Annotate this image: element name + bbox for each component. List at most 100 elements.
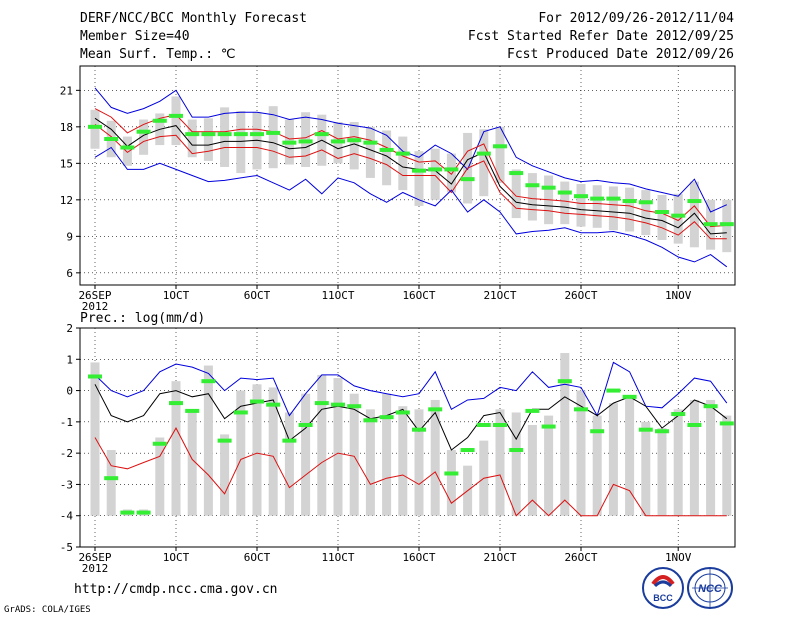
prec-median-39 (719, 421, 734, 426)
prec-box-18 (382, 393, 392, 516)
temp-x-tick-label: 16OCT (402, 289, 435, 302)
prec-y-tick-label: 2 (66, 322, 73, 335)
prec-y-tick-label: -1 (60, 416, 73, 429)
prec-median-12 (282, 438, 297, 443)
prec-x-tick-label: 11OCT (321, 551, 354, 564)
source-url[interactable]: http://cmdp.ncc.cma.gov.cn (74, 582, 278, 597)
prec-median-34 (638, 427, 653, 432)
prec-median-16 (347, 404, 362, 409)
temp-median-21 (428, 167, 443, 172)
grads-credit: GrADS: COLA/IGES (4, 605, 91, 615)
temp-box-22 (446, 153, 456, 193)
prec-median-23 (460, 448, 475, 453)
temp-median-36 (671, 213, 686, 218)
prec-series-ensemble-min (94, 427, 727, 517)
temp-median-3 (136, 129, 151, 134)
prec-box-16 (349, 393, 359, 516)
temp-median-0 (88, 124, 102, 129)
temp-median-30 (574, 194, 588, 199)
temp-box-6 (187, 119, 197, 158)
temp-series-mean-spread (94, 124, 727, 240)
prec-box-38 (706, 399, 716, 516)
temp-plot-frame (79, 65, 736, 286)
temp-median-29 (557, 190, 572, 195)
temp-series-ensemble-min (94, 146, 728, 268)
prec-median-17 (363, 418, 378, 423)
temp-box-36 (673, 193, 683, 244)
prec-median-2 (120, 510, 135, 515)
prec-x-tick-label: 26OCT (564, 551, 597, 564)
temp-median-13 (298, 139, 313, 144)
temp-y-tick-label: 15 (60, 157, 73, 170)
prec-box-35 (657, 428, 667, 516)
ncc-logo-text: NCC (698, 583, 723, 595)
prec-median-18 (379, 415, 394, 420)
temp-median-4 (152, 118, 167, 123)
prec-median-25 (493, 422, 507, 427)
prec-box-15 (333, 378, 343, 516)
prec-median-3 (136, 510, 151, 515)
temp-median-18 (379, 147, 394, 152)
prec-box-21 (430, 399, 440, 516)
temp-median-7 (201, 132, 216, 137)
prec-median-13 (298, 422, 313, 427)
temp-median-22 (444, 167, 459, 172)
temp-median-9 (233, 132, 248, 137)
prec-box-29 (560, 353, 570, 516)
temp-box-19 (398, 136, 408, 191)
prec-box-27 (527, 424, 537, 516)
temp-box-7 (203, 118, 213, 161)
prec-box-37 (689, 399, 699, 516)
prec-median-35 (655, 429, 669, 434)
prec-plot-frame (79, 327, 736, 548)
temp-median-37 (687, 199, 702, 204)
prec-box-30 (576, 390, 586, 516)
prec-box-34 (641, 421, 651, 516)
temp-series-mean-spread (94, 108, 727, 228)
temp-box-0 (90, 109, 100, 149)
prec-median-33 (622, 394, 637, 399)
temp-box-16 (349, 121, 359, 170)
prec-series-ensemble-max (94, 361, 728, 417)
prec-box-14 (317, 374, 327, 516)
prec-median-30 (574, 407, 588, 412)
prec-box-7 (203, 365, 213, 516)
prec-box-33 (625, 396, 635, 516)
temp-median-11 (266, 130, 281, 135)
prec-median-20 (412, 427, 426, 432)
prec-median-11 (266, 402, 281, 407)
prec-box-39 (722, 415, 732, 516)
prec-median-10 (250, 399, 264, 404)
bcc-logo: BCC (642, 567, 684, 609)
forecast-started-date: Fcst Started Refer Date 2012/09/25 (467, 29, 734, 44)
prec-box-11 (268, 387, 278, 516)
prec-median-7 (201, 379, 216, 384)
temp-box-26 (511, 169, 521, 219)
prec-x-tick-label: 16OCT (402, 551, 435, 564)
temp-median-23 (460, 177, 475, 182)
temp-median-10 (250, 132, 264, 137)
prec-year-label: 2012 (82, 562, 109, 575)
prec-box-26 (511, 412, 521, 516)
prec-y-tick-label: 0 (66, 385, 73, 398)
temp-box-9 (236, 111, 246, 174)
temp-box-33 (625, 187, 635, 232)
temp-box-10 (252, 112, 262, 170)
temp-median-28 (541, 185, 556, 190)
temp-median-5 (169, 113, 183, 118)
temp-y-tick-label: 9 (66, 230, 73, 243)
temp-x-tick-label: 11OCT (321, 289, 354, 302)
temp-box-24 (479, 129, 489, 197)
prec-y-tick-label: 1 (66, 353, 73, 366)
temp-y-tick-label: 12 (60, 194, 73, 207)
temp-box-30 (576, 184, 586, 227)
bcc-logo-text: BCC (653, 593, 673, 603)
prec-median-21 (428, 407, 443, 412)
temp-median-32 (606, 196, 621, 201)
temp-median-1 (104, 137, 119, 141)
temp-x-tick-label: 1NOV (665, 289, 692, 302)
prec-median-19 (395, 410, 410, 415)
temp-box-2 (122, 136, 132, 166)
prec-median-31 (590, 429, 605, 434)
